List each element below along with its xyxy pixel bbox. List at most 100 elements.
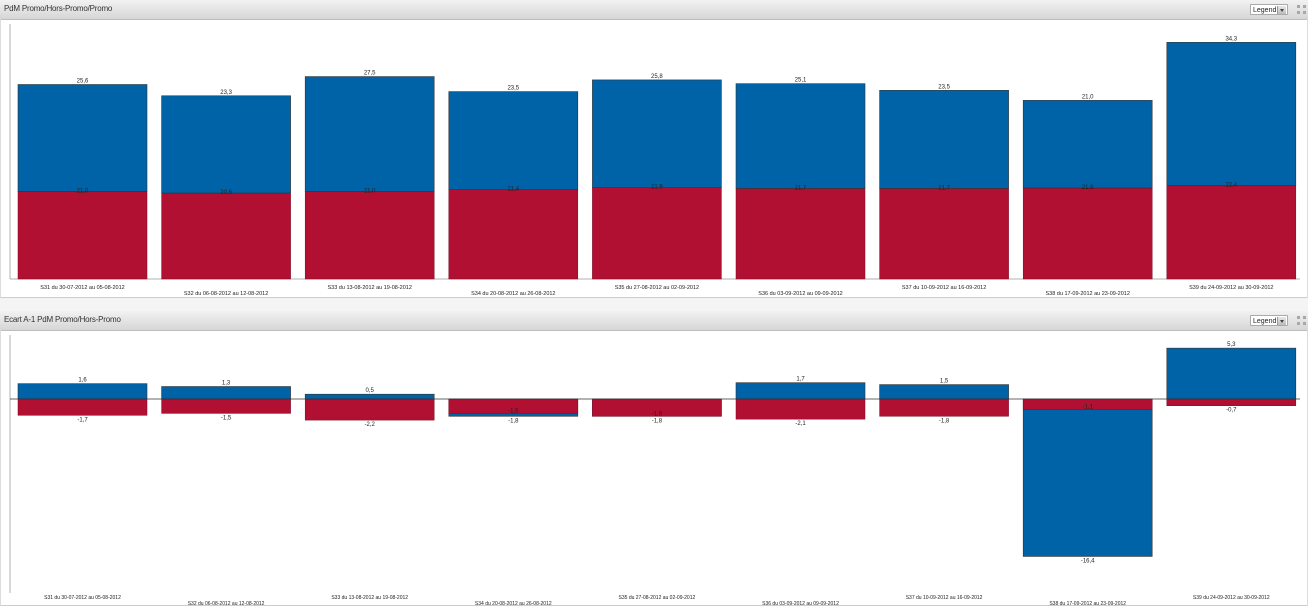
x-tick-label: S31 du 30-07-2012 au 05-08-2012 <box>44 595 121 601</box>
data-label-hors-promo: 21,7 <box>938 185 950 191</box>
panel-header: Ecart A-1 PdM Promo/Hors-Promo Legend <box>0 311 1308 331</box>
bar-promo <box>879 384 1009 400</box>
x-tick-label: S36 du 03-09-2012 au 09-09-2012 <box>762 601 839 606</box>
bar-hors-promo <box>17 191 148 280</box>
expand-icon[interactable] <box>1297 5 1306 14</box>
bar-hors-promo <box>1166 398 1297 406</box>
data-label-hors-promo: 21,8 <box>1082 185 1094 191</box>
data-label-hors-promo: -1,5 <box>508 408 519 414</box>
x-tick-label: S34 du 20-08-2012 au 26-08-2012 <box>471 291 555 297</box>
x-tick-label: S35 du 27-08-2012 au 02-09-2012 <box>619 595 696 601</box>
bar-hors-promo <box>1022 187 1153 280</box>
data-label-promo: 0,5 <box>366 388 375 394</box>
data-label-hors-promo: -2,1 <box>795 421 806 427</box>
bar-promo <box>735 382 866 400</box>
panel-separator <box>0 298 1308 311</box>
x-tick-label: S34 du 20-08-2012 au 26-08-2012 <box>475 601 552 606</box>
bar-hors-promo <box>879 188 1009 280</box>
data-label-promo: 34,3 <box>1225 36 1237 42</box>
data-label-promo: 1,3 <box>222 381 231 387</box>
panel-header: PdM Promo/Hors-Promo/Promo Legend <box>0 0 1308 20</box>
data-label-promo: 25,6 <box>77 78 89 84</box>
x-tick-label: S32 du 06-08-2012 au 12-08-2012 <box>184 291 268 297</box>
data-label-hors-promo: -1,8 <box>652 411 663 417</box>
x-tick-label: S35 du 27-08-2012 au 02-09-2012 <box>615 285 699 291</box>
x-tick-label: S38 du 17-09-2012 au 23-09-2012 <box>1049 601 1126 606</box>
chart-panel-pdm: PdM Promo/Hors-Promo/Promo Legend 21,0 25… <box>0 0 1308 298</box>
data-label-hors-promo: 20,6 <box>220 190 232 196</box>
bar-promo <box>161 386 291 400</box>
x-tick-label: S38 du 17-09-2012 au 23-09-2012 <box>1045 291 1129 297</box>
x-tick-label: S32 du 06-08-2012 au 12-08-2012 <box>188 601 265 606</box>
bar-promo <box>879 90 1009 189</box>
data-label-promo: 23,5 <box>938 84 950 90</box>
bar-promo <box>1022 398 1153 557</box>
legend-dropdown-label: Legend <box>1253 318 1277 325</box>
bar-promo <box>592 79 722 188</box>
bar-hors-promo <box>735 188 866 280</box>
x-tick-label: S33 du 13-08-2012 au 19-08-2012 <box>331 595 408 601</box>
stacked-bar-chart: 21,0 25,6 S31 du 30-07-2012 au 05-08-2012 2… <box>9 24 1300 297</box>
bar-promo <box>448 91 579 190</box>
bar-promo <box>1166 42 1297 186</box>
data-label-hors-promo: 21,0 <box>77 188 89 194</box>
data-label-promo: -1,8 <box>508 418 519 424</box>
bar-hors-promo <box>17 398 148 416</box>
data-label-promo: 25,1 <box>795 78 807 84</box>
bar-hors-promo <box>879 398 1009 417</box>
bar-hors-promo <box>448 189 579 280</box>
data-label-hors-promo: -1,8 <box>939 418 950 424</box>
bar-promo <box>735 83 866 189</box>
bar-promo <box>161 95 291 194</box>
data-label-promo: 1,6 <box>78 378 87 384</box>
data-label-promo: 25,8 <box>651 74 663 80</box>
legend-dropdown[interactable]: Legend <box>1250 4 1288 15</box>
data-label-hors-promo: 21,9 <box>651 185 663 191</box>
data-label-promo: -16,4 <box>1081 558 1095 564</box>
chart-panel-ecart: Ecart A-1 PdM Promo/Hors-Promo Legend 1,… <box>0 311 1308 606</box>
x-tick-label: S37 du 10-09-2012 au 16-09-2012 <box>902 285 986 291</box>
bar-promo <box>304 393 435 400</box>
bar-hors-promo <box>735 398 866 420</box>
data-label-promo: 5,3 <box>1227 342 1236 348</box>
data-label-hors-promo: 21,7 <box>795 185 807 191</box>
bar-hors-promo <box>161 192 291 280</box>
chevron-down-icon[interactable] <box>1277 317 1286 325</box>
legend-dropdown[interactable]: Legend <box>1250 315 1288 326</box>
x-tick-label: S39 du 24-09-2012 au 30-09-2012 <box>1193 595 1270 601</box>
data-label-hors-promo: -1,1 <box>1083 405 1094 411</box>
x-tick-label: S37 du 10-09-2012 au 16-09-2012 <box>906 595 983 601</box>
data-label-promo: 1,7 <box>796 377 805 383</box>
data-label-promo: 23,5 <box>507 86 519 92</box>
bar-hors-promo <box>1166 185 1297 280</box>
bar-hors-promo <box>592 187 722 280</box>
data-label-hors-promo: 22,4 <box>1225 183 1237 189</box>
data-label-promo: 1,5 <box>940 379 949 385</box>
bar-promo <box>304 76 435 192</box>
data-label-hors-promo: 21,4 <box>507 187 519 193</box>
bar-promo <box>17 84 148 192</box>
bar-hors-promo <box>304 191 435 280</box>
expand-icon[interactable] <box>1297 316 1306 325</box>
data-label-hors-promo: -0,7 <box>1226 408 1237 414</box>
bar-hors-promo <box>304 398 435 421</box>
data-label-promo: -1,8 <box>652 418 663 424</box>
data-label-hors-promo: 21,0 <box>364 188 376 194</box>
x-tick-label: S31 du 30-07-2012 au 05-08-2012 <box>40 285 124 291</box>
x-tick-label: S36 du 03-09-2012 au 09-09-2012 <box>758 291 842 297</box>
legend-dropdown-label: Legend <box>1253 7 1277 14</box>
bar-promo <box>17 383 148 400</box>
x-tick-label: S39 du 24-09-2012 au 30-09-2012 <box>1189 285 1273 291</box>
data-label-hors-promo: -2,2 <box>365 422 376 428</box>
bar-promo <box>1022 100 1153 189</box>
bar-hors-promo <box>161 398 291 414</box>
chevron-down-icon[interactable] <box>1277 6 1286 14</box>
data-label-hors-promo: -1,5 <box>221 415 232 421</box>
x-tick-label: S33 du 13-08-2012 au 19-08-2012 <box>327 285 411 291</box>
bar-promo <box>1166 347 1297 400</box>
data-label-promo: 21,0 <box>1082 94 1094 100</box>
data-label-hors-promo: -1,7 <box>77 417 88 423</box>
data-label-promo: 23,3 <box>220 90 232 96</box>
variance-bar-chart: 1,6 -1,7 S31 du 30-07-2012 au 05-08-2012 1,… <box>9 335 1300 606</box>
panel-title: Ecart A-1 PdM Promo/Hors-Promo <box>4 315 121 324</box>
